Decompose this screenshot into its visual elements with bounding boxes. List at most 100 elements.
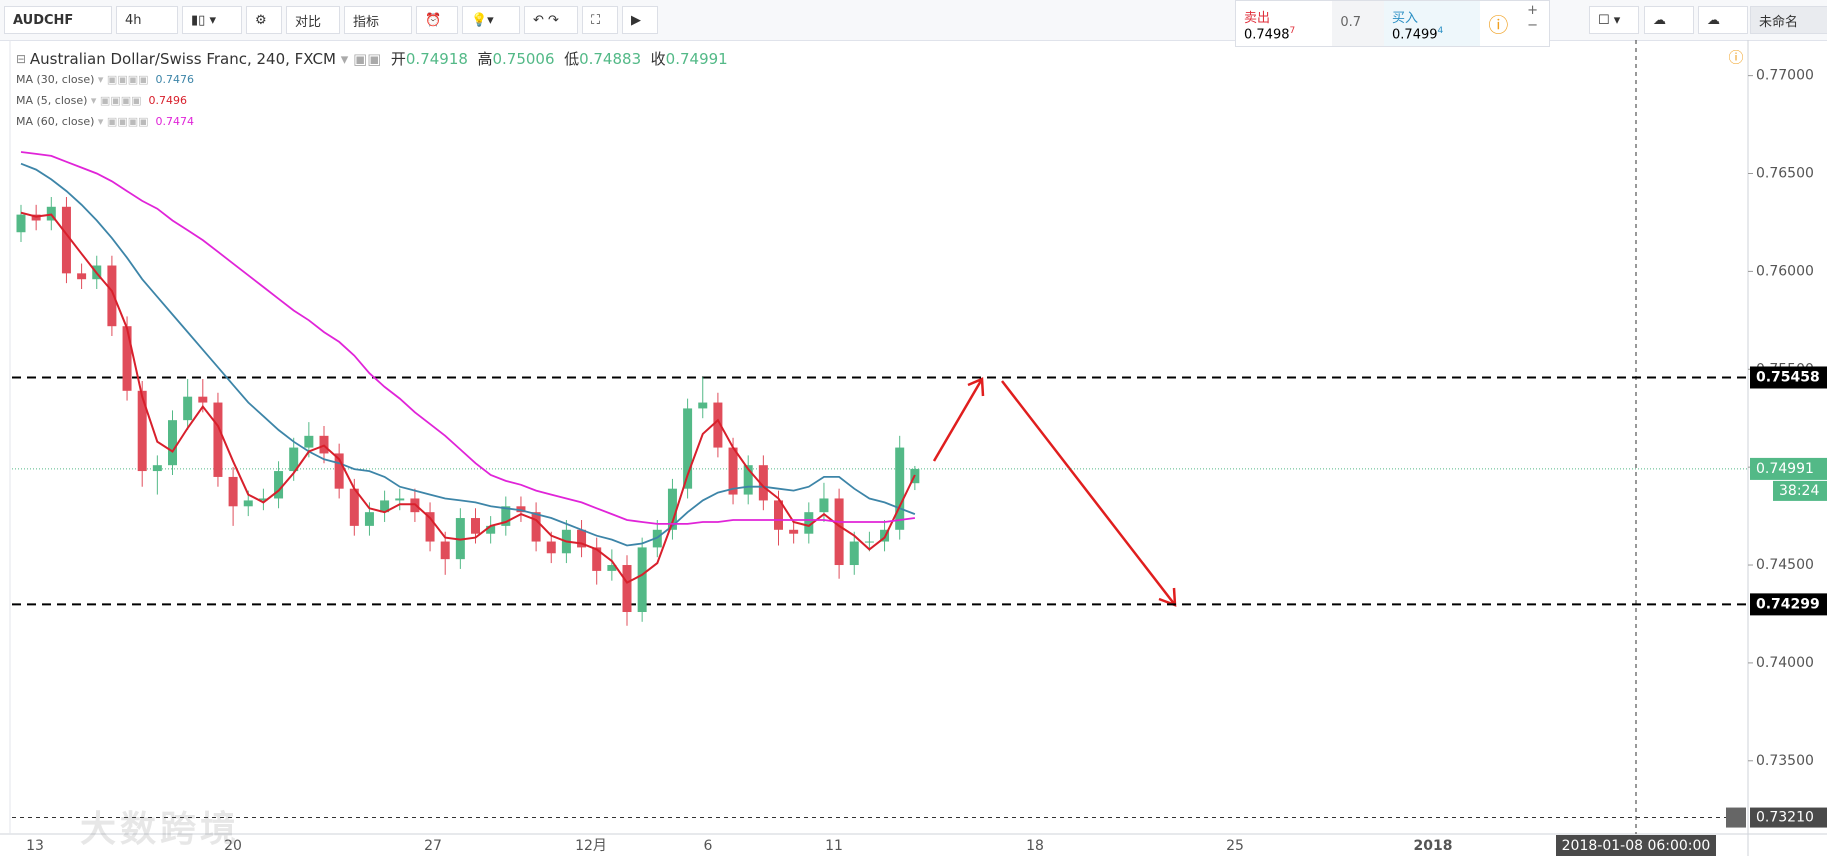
- high-label: 高: [477, 50, 493, 68]
- candle-body: [758, 465, 768, 501]
- ma-name: MA (30, close): [16, 73, 95, 86]
- candle-body: [864, 541, 874, 543]
- legend-ma: MA (5, close) ▾ ▣▣▣▣ 0.7496: [16, 94, 188, 107]
- candle-body: [698, 402, 708, 409]
- candle-body: [789, 529, 799, 534]
- candle-body: [152, 465, 162, 472]
- plus-minus[interactable]: + −: [1527, 3, 1539, 33]
- buy-price: 0.7499: [1392, 27, 1438, 43]
- candle-body: [289, 447, 299, 472]
- undo-redo-button[interactable]: ↶ ↷: [524, 6, 578, 34]
- sell-pip: 7: [1289, 26, 1296, 36]
- candle-body: [213, 402, 223, 477]
- trade-panel: 卖出 0.74987 0.7 买入 0.74994 ⓘ + −: [1235, 0, 1550, 47]
- ma-name: MA (5, close): [16, 94, 88, 107]
- load-button[interactable]: ☁: [1644, 6, 1694, 34]
- alert-button[interactable]: ⏰: [416, 6, 458, 34]
- x-tick-label: 20: [224, 838, 242, 854]
- warning-icon[interactable]: ⓘ: [1728, 49, 1743, 67]
- current-price-label: 0.74991: [1756, 461, 1814, 477]
- candle-body: [16, 214, 26, 233]
- candle-body: [77, 273, 87, 280]
- y-tick-label: 0.74000: [1756, 655, 1814, 671]
- arrow-up: [932, 377, 985, 462]
- ma-name: MA (60, close): [16, 115, 95, 128]
- x-tick-label: 11: [825, 838, 843, 854]
- candle-body: [531, 512, 541, 542]
- x-tick-label: 13: [26, 838, 44, 854]
- ma-value: 0.7474: [155, 115, 195, 128]
- high-value: 0.75006: [492, 49, 555, 68]
- sell-box[interactable]: 卖出 0.74987: [1236, 1, 1332, 46]
- candle-body: [849, 541, 859, 566]
- symbol-input[interactable]: AUDCHF: [4, 6, 112, 34]
- info-icon[interactable]: ⓘ: [1488, 13, 1509, 37]
- buy-pip: 4: [1437, 26, 1444, 36]
- low-value: 0.74883: [579, 49, 642, 68]
- candle-body: [774, 500, 783, 530]
- candle-body: [728, 447, 738, 495]
- candle-body: [683, 408, 693, 489]
- candle-body: [168, 420, 177, 466]
- y-tick-label: 0.76500: [1756, 166, 1814, 182]
- spread: 0.7: [1332, 1, 1385, 46]
- candle-body: [622, 565, 632, 613]
- settings-button[interactable]: ⚙: [246, 6, 282, 34]
- x-tick-label: 18: [1026, 838, 1044, 854]
- candle-body: [607, 565, 617, 571]
- ideas-button[interactable]: 💡▾: [462, 6, 520, 34]
- price-label-box: [1750, 366, 1827, 389]
- candle-body: [183, 396, 193, 421]
- y-tick-label: 0.76000: [1756, 263, 1814, 279]
- price-label: 0.74299: [1756, 596, 1820, 612]
- candle-body: [334, 453, 344, 489]
- candle-body: [819, 498, 829, 513]
- legend-ma: MA (60, close) ▾ ▣▣▣▣ 0.7474: [16, 115, 195, 128]
- candle-body: [122, 326, 132, 391]
- candle-body: [713, 402, 723, 448]
- candle-body: [516, 506, 526, 513]
- layout-button[interactable]: ☐ ▾: [1589, 6, 1639, 34]
- candle-body: [743, 465, 753, 495]
- candle-body: [471, 518, 480, 534]
- candle-body: [364, 512, 374, 526]
- chart-style-button[interactable]: ▮▯ ▾: [182, 6, 242, 34]
- ma-line: [20, 162, 916, 547]
- price-label-box: [1750, 593, 1827, 616]
- ma-value: 0.7476: [155, 73, 195, 86]
- replay-button[interactable]: ▶: [622, 6, 658, 34]
- interval-button[interactable]: 4h: [116, 6, 178, 34]
- candle-body: [895, 447, 905, 530]
- ma-line: [20, 151, 916, 525]
- candle-body: [667, 488, 677, 530]
- fullscreen-button[interactable]: ⛶: [582, 6, 618, 34]
- candle-body: [652, 529, 662, 548]
- indicators-button[interactable]: 指标: [344, 6, 412, 34]
- y-tick-label: 0.77000: [1756, 68, 1814, 84]
- candle-body: [198, 396, 208, 403]
- candle-body: [546, 541, 556, 554]
- candle-body: [501, 506, 511, 526]
- close-label: 收: [650, 50, 666, 68]
- buy-box[interactable]: 买入 0.74994: [1384, 1, 1481, 46]
- save-button[interactable]: ☁: [1698, 6, 1748, 34]
- close-value: 0.74991: [665, 49, 728, 68]
- candle-body: [137, 390, 147, 472]
- y-tick-label: 0.74500: [1756, 557, 1814, 573]
- ma-value: 0.7496: [148, 94, 188, 107]
- open-label: 开: [390, 50, 406, 68]
- candle-body: [486, 525, 496, 534]
- crosshair-time-box: [1556, 835, 1716, 856]
- countdown-label: 38:24: [1779, 483, 1819, 499]
- price-label: 0.75458: [1756, 369, 1820, 385]
- candle-body: [577, 529, 587, 548]
- candle-body: [61, 206, 71, 274]
- sell-price: 0.7498: [1244, 27, 1290, 43]
- buy-label: 买入: [1392, 11, 1419, 26]
- legend-ma: MA (30, close) ▾ ▣▣▣▣ 0.7476: [16, 73, 195, 86]
- layout-name[interactable]: 未命名: [1750, 6, 1827, 34]
- candle-body: [592, 547, 602, 571]
- compare-button[interactable]: 对比: [286, 6, 340, 34]
- candle-body: [107, 265, 117, 327]
